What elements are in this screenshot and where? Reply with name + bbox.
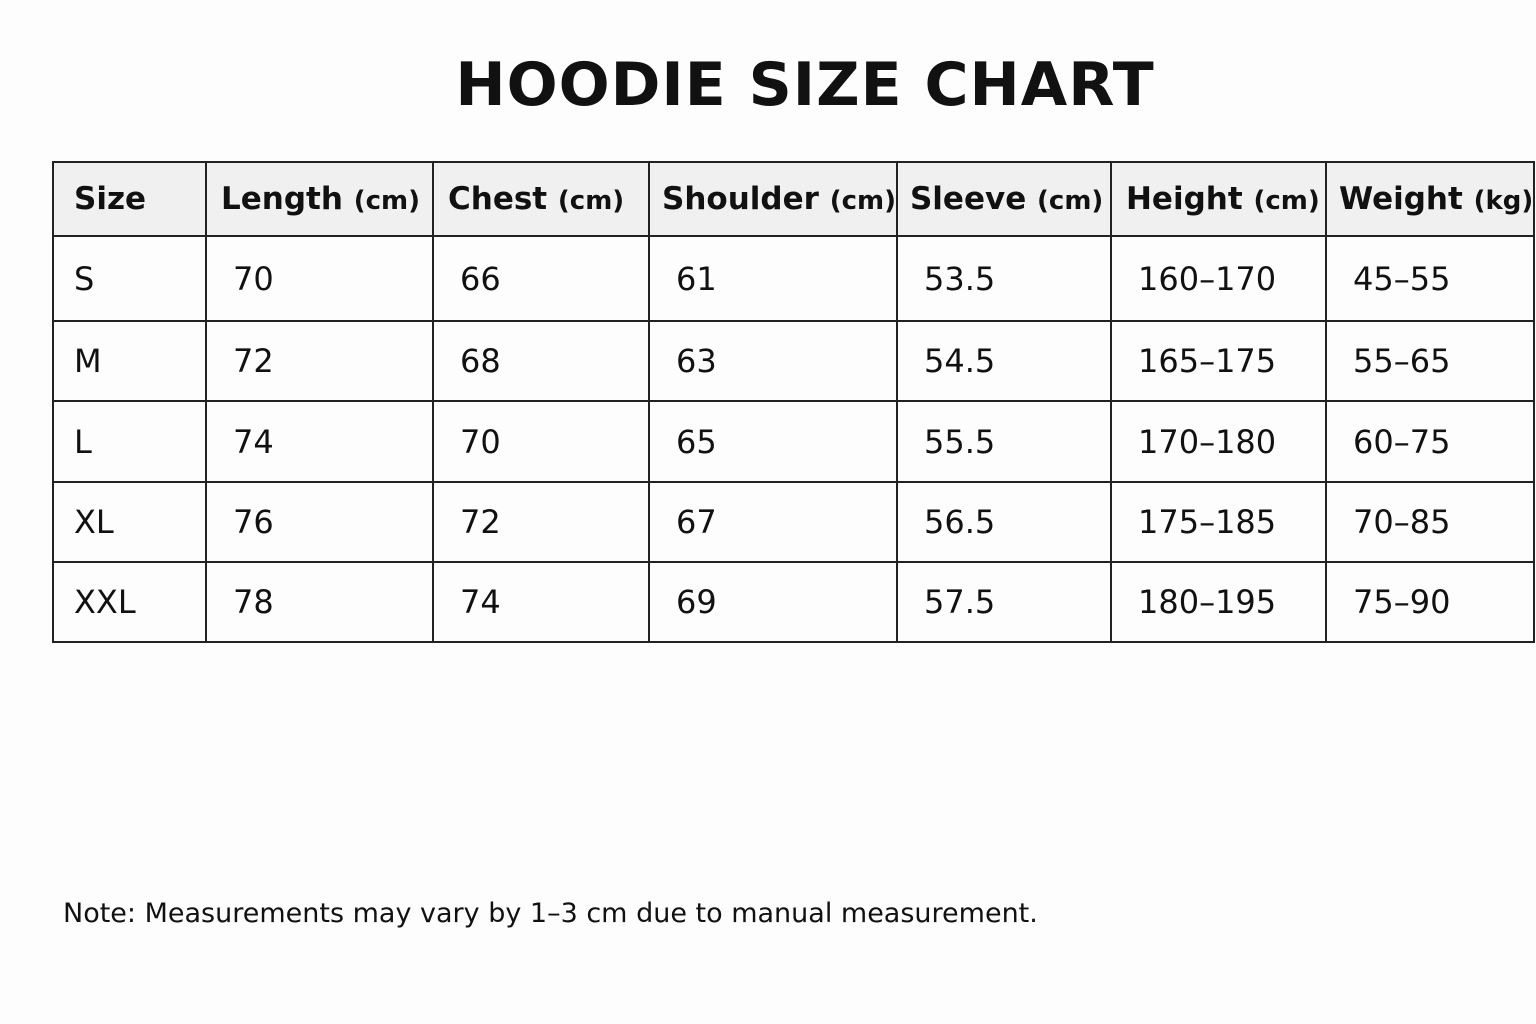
size-cell: XXL (52, 561, 207, 643)
value-cell: 180–195 (1109, 561, 1327, 643)
table-row: L 74 70 65 55.5 170–180 60–75 (52, 400, 1536, 483)
column-header: Size (52, 161, 207, 237)
header-unit: (cm) (557, 186, 625, 216)
value-cell: 70–85 (1324, 481, 1536, 563)
value-cell: 63 (648, 320, 898, 402)
header-row: Size Length (cm) Chest (cm) Shoulder (cm) Sl… (52, 161, 1536, 237)
value-cell: 61 (648, 235, 898, 322)
column-header: Chest (cm) (432, 161, 650, 237)
table-row: M 72 68 63 54.5 165–175 55–65 (52, 320, 1536, 402)
size-cell: L (52, 400, 207, 483)
value-cell: 170–180 (1109, 400, 1327, 483)
column-header: Height (cm) (1109, 161, 1327, 237)
value-cell: 160–170 (1109, 235, 1327, 322)
value-cell: 165–175 (1109, 320, 1327, 402)
table-row: XL 76 72 67 56.5 175–185 70–85 (52, 481, 1536, 563)
column-header: Length (cm) (205, 161, 434, 237)
value-cell: 70 (205, 235, 434, 322)
column-header: Weight (kg) (1324, 161, 1536, 237)
size-cell: M (52, 320, 207, 402)
table-row: S 70 66 61 53.5 160–170 45–55 (52, 235, 1536, 322)
header-unit: (kg) (1473, 186, 1534, 216)
header-label: Size (74, 181, 147, 217)
value-cell: 57.5 (895, 561, 1112, 643)
size-table: Size Length (cm) Chest (cm) Shoulder (cm) Sl… (52, 161, 1536, 643)
value-cell: 68 (432, 320, 650, 402)
header-label: Length (221, 181, 343, 217)
value-cell: 76 (205, 481, 434, 563)
title: HOODIE SIZE CHART (455, 50, 1155, 120)
value-cell: 175–185 (1109, 481, 1327, 563)
value-cell: 78 (205, 561, 434, 643)
value-cell: 74 (432, 561, 650, 643)
value-cell: 70 (432, 400, 650, 483)
value-cell: 74 (205, 400, 434, 483)
size-cell: S (52, 235, 207, 322)
value-cell: 56.5 (895, 481, 1112, 563)
value-cell: 75–90 (1324, 561, 1536, 643)
header-label: Sleeve (909, 181, 1027, 217)
header-label: Height (1125, 181, 1243, 217)
header-unit: (cm) (1253, 186, 1320, 216)
value-cell: 55.5 (895, 400, 1112, 483)
value-cell: 65 (648, 400, 898, 483)
column-header: Shoulder (cm) (648, 161, 898, 237)
note: Note: Measurements may vary by 1–3 cm du… (63, 898, 1038, 929)
header-label: Shoulder (662, 181, 819, 217)
header-unit: (cm) (1037, 186, 1104, 216)
header-unit: (cm) (829, 186, 896, 216)
table-body: S 70 66 61 53.5 160–170 45–55 M 72 68 63 54.5 165–17… (52, 235, 1536, 643)
value-cell: 54.5 (895, 320, 1112, 402)
header-label: Weight (1338, 181, 1463, 217)
value-cell: 69 (648, 561, 898, 643)
value-cell: 55–65 (1324, 320, 1536, 402)
value-cell: 72 (432, 481, 650, 563)
value-cell: 72 (205, 320, 434, 402)
column-header: Sleeve (cm) (895, 161, 1112, 237)
value-cell: 45–55 (1324, 235, 1536, 322)
value-cell: 53.5 (895, 235, 1112, 322)
value-cell: 67 (648, 481, 898, 563)
value-cell: 66 (432, 235, 650, 322)
value-cell: 60–75 (1324, 400, 1536, 483)
size-cell: XL (52, 481, 207, 563)
header-unit: (cm) (353, 186, 421, 216)
table-row: XXL 78 74 69 57.5 180–195 75–90 (52, 561, 1536, 643)
header-label: Chest (448, 181, 548, 217)
